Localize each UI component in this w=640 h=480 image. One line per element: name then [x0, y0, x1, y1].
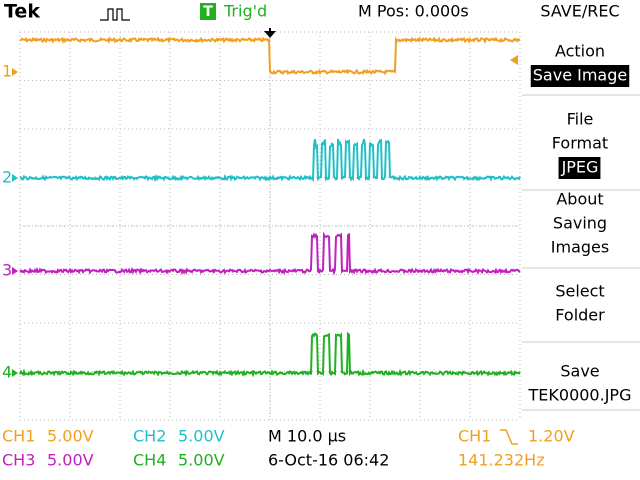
- channel-marker-arrow: [12, 68, 18, 76]
- date-time: 6-Oct-16 06:42: [268, 451, 389, 470]
- status-bar: CH1 5.00V CH2 5.00V CH3 5.00V CH4 5.00V M 10.0 µ…: [2, 427, 575, 470]
- channel-name: CH1: [2, 427, 35, 446]
- trigger-level: 1.20V: [528, 427, 575, 446]
- position: M Pos: 0.000s: [358, 2, 469, 21]
- menu-label: Folder: [555, 306, 605, 325]
- menu-label: About: [556, 190, 603, 209]
- channel-scale: 5.00V: [47, 427, 94, 446]
- menu-label: Format: [552, 134, 608, 153]
- menu-label: Images: [551, 238, 609, 257]
- side-menu: Action Save Image File Format JPEG About Savin…: [522, 42, 640, 411]
- channel-scale: 5.00V: [178, 451, 225, 470]
- menu-label: Select: [555, 282, 604, 301]
- acquire-icon: [100, 8, 130, 21]
- falling-edge-icon: [500, 429, 518, 445]
- trigger-position-marker: [264, 31, 276, 38]
- menu-label: Save: [560, 362, 599, 381]
- channel-marker-arrow: [12, 174, 18, 182]
- waveform: [19, 36, 521, 76]
- channel-marker: 1: [2, 62, 12, 81]
- menu-label: Action: [555, 42, 605, 61]
- waveform: [19, 331, 521, 378]
- menu-value-highlight: [558, 157, 601, 179]
- menu-label: Saving: [553, 214, 607, 233]
- graticule: [19, 31, 521, 421]
- menu-value: JPEG: [561, 158, 599, 177]
- channel-marker: 4: [2, 363, 12, 382]
- menu-value: Save Image: [533, 66, 627, 85]
- menu-value-highlight: [530, 65, 630, 87]
- waveforms: 1 2 3 4: [2, 36, 521, 382]
- trigger-channel: CH1: [458, 427, 491, 446]
- channel-scale: 5.00V: [47, 451, 94, 470]
- frequency: 141.232Hz: [458, 451, 545, 470]
- channel-name: CH3: [2, 451, 35, 470]
- menu-value: TEK0000.JPG: [528, 386, 632, 405]
- channel-marker-arrow: [12, 369, 18, 377]
- menu-label: File: [567, 110, 594, 129]
- timebase: M 10.0 µs: [268, 427, 346, 446]
- channel-marker: 2: [2, 168, 12, 187]
- channel-name: CH2: [133, 427, 166, 446]
- menu-title: SAVE/REC: [540, 2, 619, 21]
- trigger-icon: [200, 3, 216, 20]
- trigger-source: T: [203, 4, 213, 20]
- channel-marker-arrow: [12, 267, 18, 275]
- channel-name: CH4: [133, 451, 166, 470]
- channel-marker: 3: [2, 261, 12, 280]
- trigger-level-marker: [510, 55, 518, 65]
- brand: Tek: [4, 1, 40, 23]
- waveform: [19, 138, 521, 183]
- channel-scale: 5.00V: [178, 427, 225, 446]
- waveform: [19, 231, 521, 276]
- trigger-status: Trig'd: [223, 2, 267, 21]
